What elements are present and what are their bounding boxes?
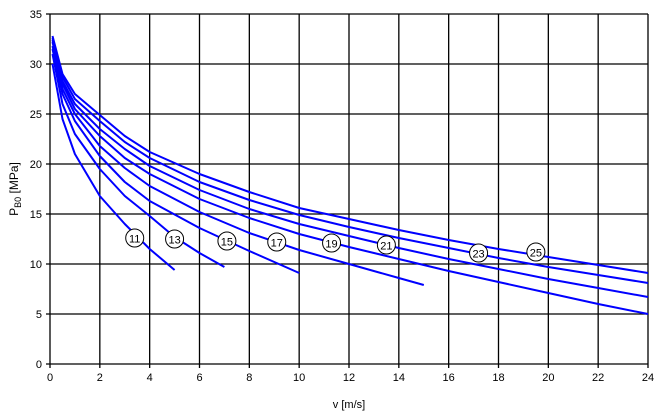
- y-label-main: P: [7, 208, 21, 216]
- series-line-25: [51, 35, 649, 274]
- grid: [46, 13, 649, 368]
- x-tick-label: 12: [343, 372, 355, 384]
- y-axis-label: PB0 [MPa]: [7, 162, 23, 216]
- y-tick-label: 10: [30, 259, 42, 271]
- x-tick-label: 0: [47, 372, 53, 384]
- x-tick-label: 22: [592, 372, 604, 384]
- x-tick-label: 18: [492, 372, 504, 384]
- x-tick-label: 8: [246, 372, 252, 384]
- series-line-13: [51, 53, 225, 268]
- series-label-21: 21: [380, 241, 392, 253]
- series-label-circle: [376, 235, 396, 255]
- y-label-sub: B0: [13, 197, 23, 208]
- series-label-circle: [322, 233, 342, 253]
- y-tick-label: 30: [30, 59, 42, 71]
- x-tick-label: 24: [642, 372, 654, 384]
- series-label-11: 11: [129, 234, 140, 246]
- series-group: [51, 35, 649, 315]
- series-label-circle: [125, 228, 145, 248]
- series-line-23: [51, 37, 649, 284]
- series-label-circle: [165, 229, 185, 249]
- y-tick-label: 25: [30, 109, 42, 121]
- y-tick-label: 0: [36, 359, 42, 371]
- series-label-circle: [267, 232, 287, 252]
- series-label-circle: [469, 243, 489, 263]
- y-tick-label: 15: [30, 209, 42, 221]
- x-axis-label: v [m/s]: [333, 399, 365, 411]
- y-label-unit: [MPa]: [7, 162, 21, 197]
- series-line-21: [51, 39, 649, 298]
- series-line-19: [51, 41, 649, 315]
- x-tick-label: 2: [97, 372, 103, 384]
- y-tick-label: 20: [30, 159, 42, 171]
- series-line-17: [51, 45, 425, 286]
- y-tick-label: 5: [36, 309, 42, 321]
- series-line-11: [51, 63, 176, 271]
- series-label-circle: [526, 242, 546, 262]
- series-label-23: 23: [472, 249, 484, 261]
- series-label-25: 25: [530, 248, 542, 260]
- x-tick-label: 14: [393, 372, 405, 384]
- x-tick-label: 16: [443, 372, 455, 384]
- x-tick-label: 4: [147, 372, 153, 384]
- x-tick-label: 10: [293, 372, 305, 384]
- series-labels: 11 13 15 17 19 21 23 25: [125, 228, 546, 263]
- x-tick-label: 20: [542, 372, 554, 384]
- series-label-15: 15: [221, 237, 233, 249]
- x-tick-label: 6: [196, 372, 202, 384]
- series-label-17: 17: [271, 238, 283, 250]
- series-label-13: 13: [168, 235, 180, 247]
- series-label-circle: [217, 231, 237, 251]
- series-label-19: 19: [325, 239, 337, 251]
- y-tick-label: 35: [30, 9, 42, 21]
